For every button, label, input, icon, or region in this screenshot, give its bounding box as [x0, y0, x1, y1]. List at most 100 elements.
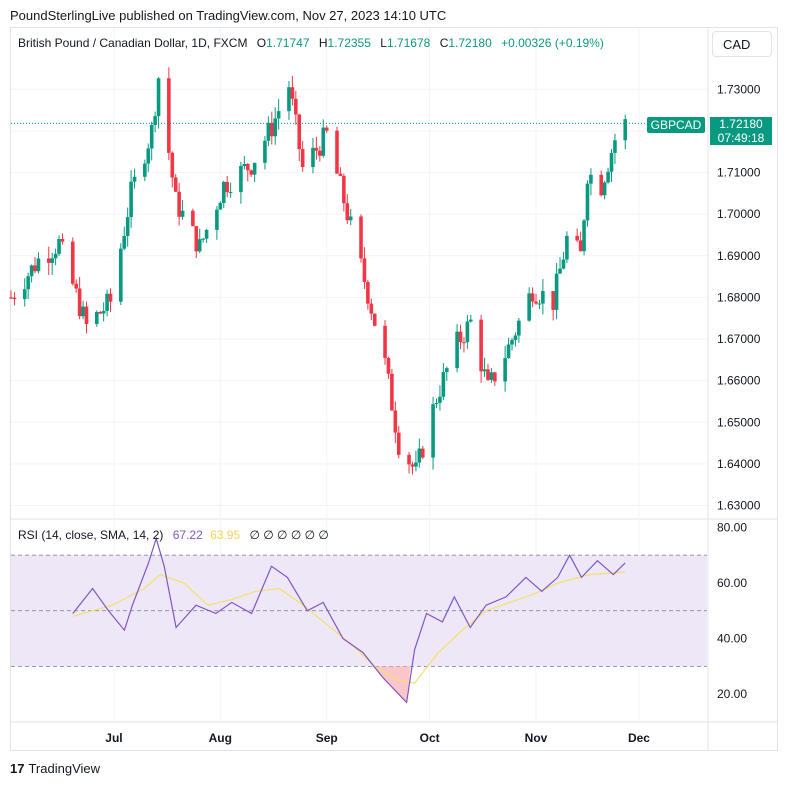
candle-down [98, 312, 103, 314]
time-tick-label: Dec [628, 731, 650, 745]
candle-up [266, 122, 271, 141]
candle-up [242, 164, 247, 167]
candle-up [527, 293, 531, 321]
candle-up [29, 265, 34, 277]
candle-up [455, 331, 459, 369]
time-tick-label: Sep [316, 731, 338, 745]
candle-up [276, 111, 281, 119]
candle-down [420, 448, 425, 458]
candle-up [197, 239, 202, 252]
candle-up [537, 303, 542, 305]
last-price-box: 1.72180 07:49:18 [710, 117, 772, 145]
candle-down [345, 203, 350, 221]
high-value: 1.72355 [327, 36, 371, 50]
price-tick-label: 1.64000 [717, 457, 761, 471]
high-label: H [318, 36, 328, 50]
price-tick-label: 1.73000 [717, 82, 761, 96]
candle-up [431, 404, 435, 458]
candle-down [297, 114, 302, 150]
symbol-price-tag: GBPCAD [647, 117, 705, 133]
candle-down [486, 369, 490, 380]
candle-down [324, 127, 329, 131]
candle-down [493, 372, 497, 382]
candle-down [318, 150, 322, 156]
rsi-oversold-fill [374, 666, 411, 703]
candle-down [290, 87, 295, 99]
open-label: O [256, 36, 267, 50]
candle-up [513, 335, 518, 340]
candle-up [273, 118, 278, 137]
rsi-empty-values: ∅ ∅ ∅ ∅ ∅ ∅ [249, 528, 329, 542]
candle-down [70, 241, 75, 284]
candle-up [156, 78, 161, 117]
countdown-value: 07:49:18 [717, 131, 765, 145]
candle-up [204, 229, 209, 239]
candle-up [506, 344, 511, 359]
candle-up [414, 462, 418, 467]
candle-up [180, 210, 185, 217]
candle-down [386, 357, 391, 374]
candle-up [510, 339, 514, 345]
candle-down [167, 78, 171, 153]
candle-up [132, 176, 137, 182]
candle-up [252, 162, 257, 175]
candle-up [613, 140, 617, 153]
candle-down [599, 174, 604, 196]
candle-down [77, 288, 82, 317]
candle-up [609, 152, 614, 172]
candle-down [33, 265, 37, 272]
candle-down [108, 293, 113, 302]
rsi-value: 67.22 [172, 528, 203, 542]
candle-up [602, 182, 607, 196]
candle-up [287, 87, 291, 112]
candle-up [36, 258, 41, 272]
tradingview-logo[interactable]: 17 TradingView [10, 761, 100, 776]
candle-up [585, 183, 590, 221]
candle-up [105, 293, 109, 311]
price-tick-label: 1.67000 [717, 332, 761, 346]
candle-up [321, 127, 326, 156]
candle-down [335, 130, 339, 174]
time-tick-label: Oct [420, 731, 440, 745]
candle-down [393, 410, 398, 433]
tradingview-brand: TradingView [28, 761, 101, 776]
candle-up [582, 220, 586, 252]
close-value: 1.72180 [448, 36, 492, 50]
candle-up [122, 235, 127, 249]
candle-down [362, 258, 367, 282]
candle-up [482, 369, 487, 372]
publisher-line: PoundSterlingLive published on TradingVi… [10, 8, 447, 23]
rsi-tick-label: 40.00 [717, 632, 747, 646]
candle-down [372, 313, 377, 326]
rsi-title[interactable]: RSI (14, close, SMA, 14, 2) [18, 528, 164, 542]
candle-up [153, 116, 157, 125]
candle-up [53, 253, 58, 259]
candle-up [119, 248, 123, 302]
candle-up [565, 235, 569, 260]
price-tick-label: 1.65000 [717, 415, 761, 429]
candle-down [551, 291, 555, 310]
candle-down [359, 216, 363, 259]
candle-down [530, 293, 535, 302]
time-tick-label: Jul [105, 731, 122, 745]
candle-down [314, 147, 319, 151]
candle-down [84, 306, 89, 324]
price-tick-label: 1.63000 [717, 499, 761, 513]
symbol-title[interactable]: British Pound / Canadian Dollar, 1D, FXC… [18, 36, 248, 50]
candle-down [170, 152, 175, 178]
price-tick-label: 1.66000 [717, 374, 761, 388]
candle-up [239, 166, 243, 193]
candle-up [218, 203, 223, 210]
open-value: 1.71747 [266, 36, 310, 50]
close-label: C [439, 36, 449, 50]
candle-up [606, 171, 610, 183]
candle-down [300, 149, 305, 168]
rsi-legend: RSI (14, close, SMA, 14, 2) 67.22 63.95 … [18, 528, 329, 542]
candle-down [12, 297, 17, 300]
candle-up [101, 310, 106, 314]
candle-up [221, 181, 226, 204]
candle-up [441, 372, 446, 397]
change-value: +0.00326 (+0.19%) [501, 36, 604, 50]
currency-button[interactable]: CAD [712, 31, 772, 57]
